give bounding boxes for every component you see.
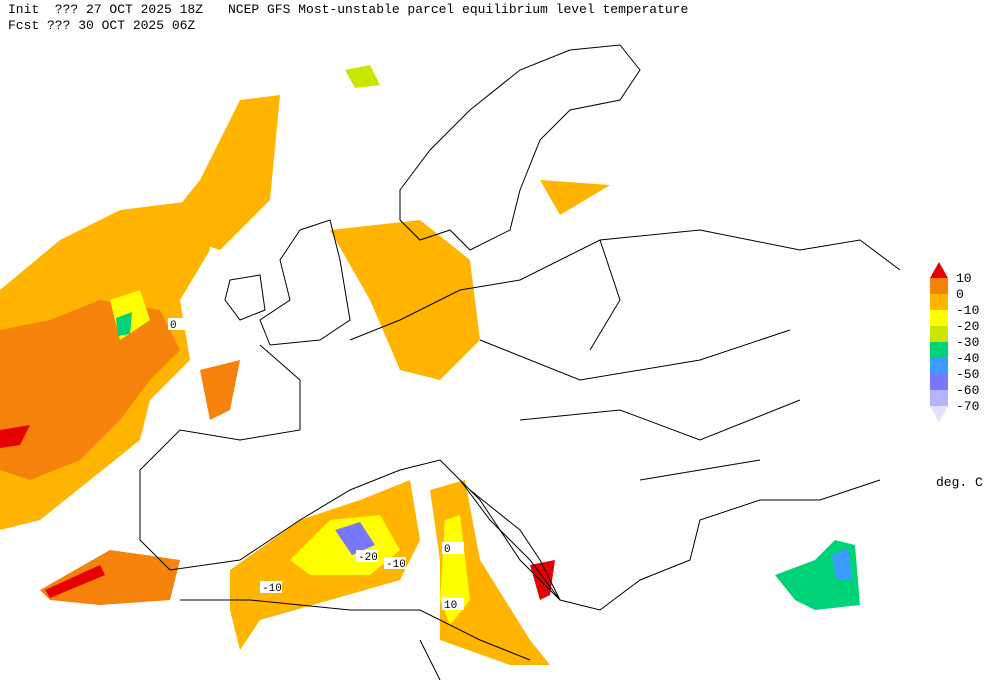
scandinavia: [399, 44, 641, 251]
colorbar-units: deg. C: [936, 475, 983, 490]
britain: [259, 219, 351, 346]
colorbar-triangle: [930, 406, 948, 422]
colorbar-box: [930, 358, 948, 374]
colorbar: 100-10-20-30-40-50-60-70: [930, 262, 979, 422]
contour-label-bg: [442, 598, 464, 610]
contour-label-bg: [168, 318, 190, 330]
colorbar-label: -70: [956, 399, 979, 414]
shade-northsea: [330, 220, 480, 380]
colorbar-triangle: [930, 262, 948, 278]
contour-label-bg: [442, 542, 464, 554]
map-title: NCEP GFS Most-unstable parcel equilibriu…: [228, 2, 688, 17]
colorbar-label: -50: [956, 367, 979, 382]
shade-red: [0, 425, 30, 448]
colorbar-label: 10: [956, 271, 972, 286]
colorbar-label: 0: [956, 287, 964, 302]
field-shading: [0, 65, 860, 665]
shade-atlantic-core: [0, 300, 180, 480]
contour-label-bg: [356, 550, 378, 562]
shade-ionian: [530, 560, 555, 600]
ireland: [224, 274, 266, 321]
contour-label: -10: [386, 559, 406, 571]
africa-coast: [180, 599, 531, 680]
colorbar-box: [930, 310, 948, 326]
colorbar-box: [930, 294, 948, 310]
colorbar-label: -60: [956, 383, 979, 398]
contour-label-bg: [384, 557, 406, 569]
contour-label: -10: [262, 583, 282, 595]
colorbar-label: -30: [956, 335, 979, 350]
colorbar-box: [930, 326, 948, 342]
coastlines: [139, 44, 901, 680]
shade-baltic: [540, 180, 610, 215]
colorbar-label: -20: [956, 319, 979, 334]
contour-label: 0: [444, 544, 451, 556]
colorbar-box: [930, 342, 948, 358]
colorbar-box: [930, 374, 948, 390]
colorbar-box: [930, 278, 948, 294]
shade-green: [116, 312, 132, 336]
colorbar-label: -10: [956, 303, 979, 318]
contour-label: 0: [170, 320, 177, 332]
forecast-label: Fcst ??? 30 OCT 2025 06Z: [8, 18, 195, 33]
shade-norway: [345, 65, 380, 88]
italy: [459, 479, 561, 601]
shade-med-blue: [335, 522, 375, 555]
contour-label-bg: [260, 581, 282, 593]
shade-morocco: [40, 550, 180, 605]
shade-biscay: [200, 360, 240, 420]
init-label: Init ??? 27 OCT 2025 18Z: [8, 2, 203, 17]
shade-morocco-red: [45, 565, 105, 598]
colorbar-box: [930, 390, 948, 406]
borders: [479, 239, 801, 481]
colorbar-label: -40: [956, 351, 979, 366]
shade-east-blue: [832, 548, 852, 580]
contour-label: -20: [358, 552, 378, 564]
contour-label: 10: [444, 600, 457, 612]
shade-north: [160, 95, 280, 250]
contour-labels: 0 -20 -10 -10 10 0: [168, 318, 464, 612]
